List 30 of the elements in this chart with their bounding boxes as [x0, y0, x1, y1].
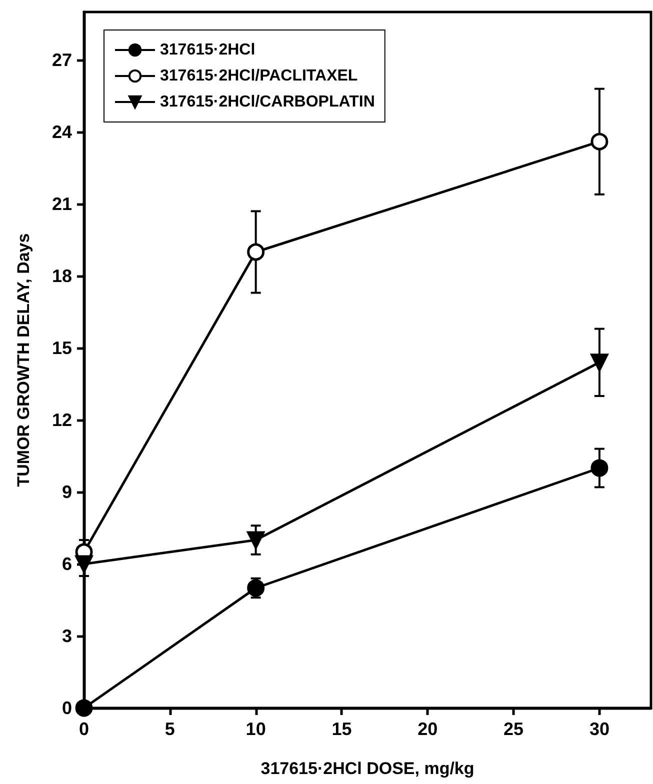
y-tick-label: 18 — [52, 266, 72, 286]
point — [75, 555, 93, 573]
y-tick-label: 15 — [52, 338, 72, 358]
x-tick-label: 0 — [78, 719, 90, 739]
y-tick-label: 0 — [62, 698, 72, 718]
legend-label: 317615·2HCl/CARBOPLATIN — [160, 94, 375, 110]
x-tick-label: 25 — [504, 719, 524, 739]
x-tick-label: 15 — [332, 719, 352, 739]
y-tick-label: 21 — [52, 194, 72, 214]
y-axis-title: TUMOR GROWTH DELAY, Days — [14, 233, 33, 487]
y-tick-label: 6 — [62, 554, 72, 574]
x-tick-label: 30 — [589, 719, 610, 739]
legend-label: 317615·2HCl — [160, 42, 256, 58]
legend-label: 317615·2HCl/PACLITAXEL — [160, 68, 358, 84]
y-tick-label: 9 — [62, 482, 72, 502]
x-tick-label: 5 — [164, 719, 175, 739]
point — [75, 699, 93, 717]
point — [247, 243, 265, 261]
point — [590, 132, 608, 150]
x-tick-label: 10 — [246, 719, 266, 739]
point — [590, 354, 608, 372]
y-tick-label: 27 — [52, 50, 72, 70]
point — [590, 459, 608, 477]
x-tick-label: 20 — [418, 719, 438, 739]
point — [247, 531, 265, 549]
x-axis-title: 317615·2HCl DOSE, mg/kg — [260, 759, 474, 778]
y-tick-label: 24 — [52, 122, 72, 142]
point — [247, 579, 265, 597]
y-tick-label: 3 — [62, 626, 72, 646]
y-tick-label: 12 — [52, 410, 72, 430]
